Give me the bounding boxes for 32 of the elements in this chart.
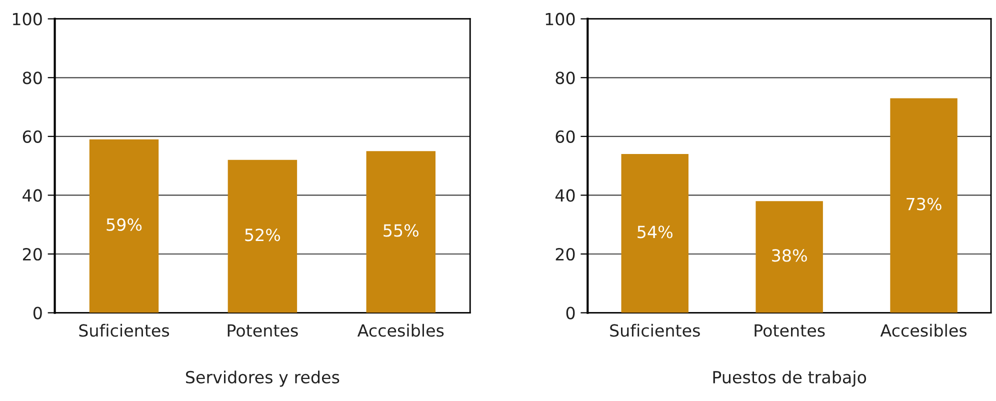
y-tick-label: 100 bbox=[12, 12, 42, 26]
x-tick-label: Potentes bbox=[228, 324, 298, 337]
data-label: 52% bbox=[245, 228, 280, 242]
bar bbox=[756, 201, 823, 313]
data-label: 54% bbox=[638, 226, 672, 238]
x-tick-label: Accesibles bbox=[357, 324, 444, 337]
x-tick-label: Suficientes bbox=[610, 324, 700, 337]
x-tick-label: Suficientes bbox=[79, 324, 170, 337]
y-tick-label: 20 bbox=[22, 248, 42, 261]
y-tick-label: 0 bbox=[566, 306, 575, 320]
y-tick-label: 40 bbox=[22, 189, 42, 202]
y-tick-label: 60 bbox=[556, 130, 575, 143]
y-tick-label: 20 bbox=[556, 248, 575, 261]
data-label: 55% bbox=[384, 224, 418, 237]
data-label: 73% bbox=[906, 198, 942, 210]
x-tick-label: Accesibles bbox=[880, 324, 967, 337]
y-tick-label: 60 bbox=[22, 130, 42, 143]
y-tick-label: 80 bbox=[22, 72, 42, 84]
data-label: 38% bbox=[772, 249, 807, 262]
x-axis-title: Servidores y redes bbox=[186, 370, 340, 387]
y-tick-label: 80 bbox=[556, 72, 575, 84]
x-tick-label: Potentes bbox=[754, 324, 825, 337]
y-tick-label: 100 bbox=[546, 12, 575, 26]
bar bbox=[621, 154, 688, 313]
y-tick-label: 40 bbox=[555, 189, 575, 202]
bar bbox=[890, 98, 958, 313]
bar bbox=[89, 139, 159, 313]
y-tick-label: 0 bbox=[33, 306, 42, 320]
bar bbox=[366, 151, 436, 313]
data-label: 59% bbox=[106, 218, 142, 231]
x-axis-title: Puestos de trabajo bbox=[713, 370, 866, 387]
bar bbox=[228, 160, 298, 313]
